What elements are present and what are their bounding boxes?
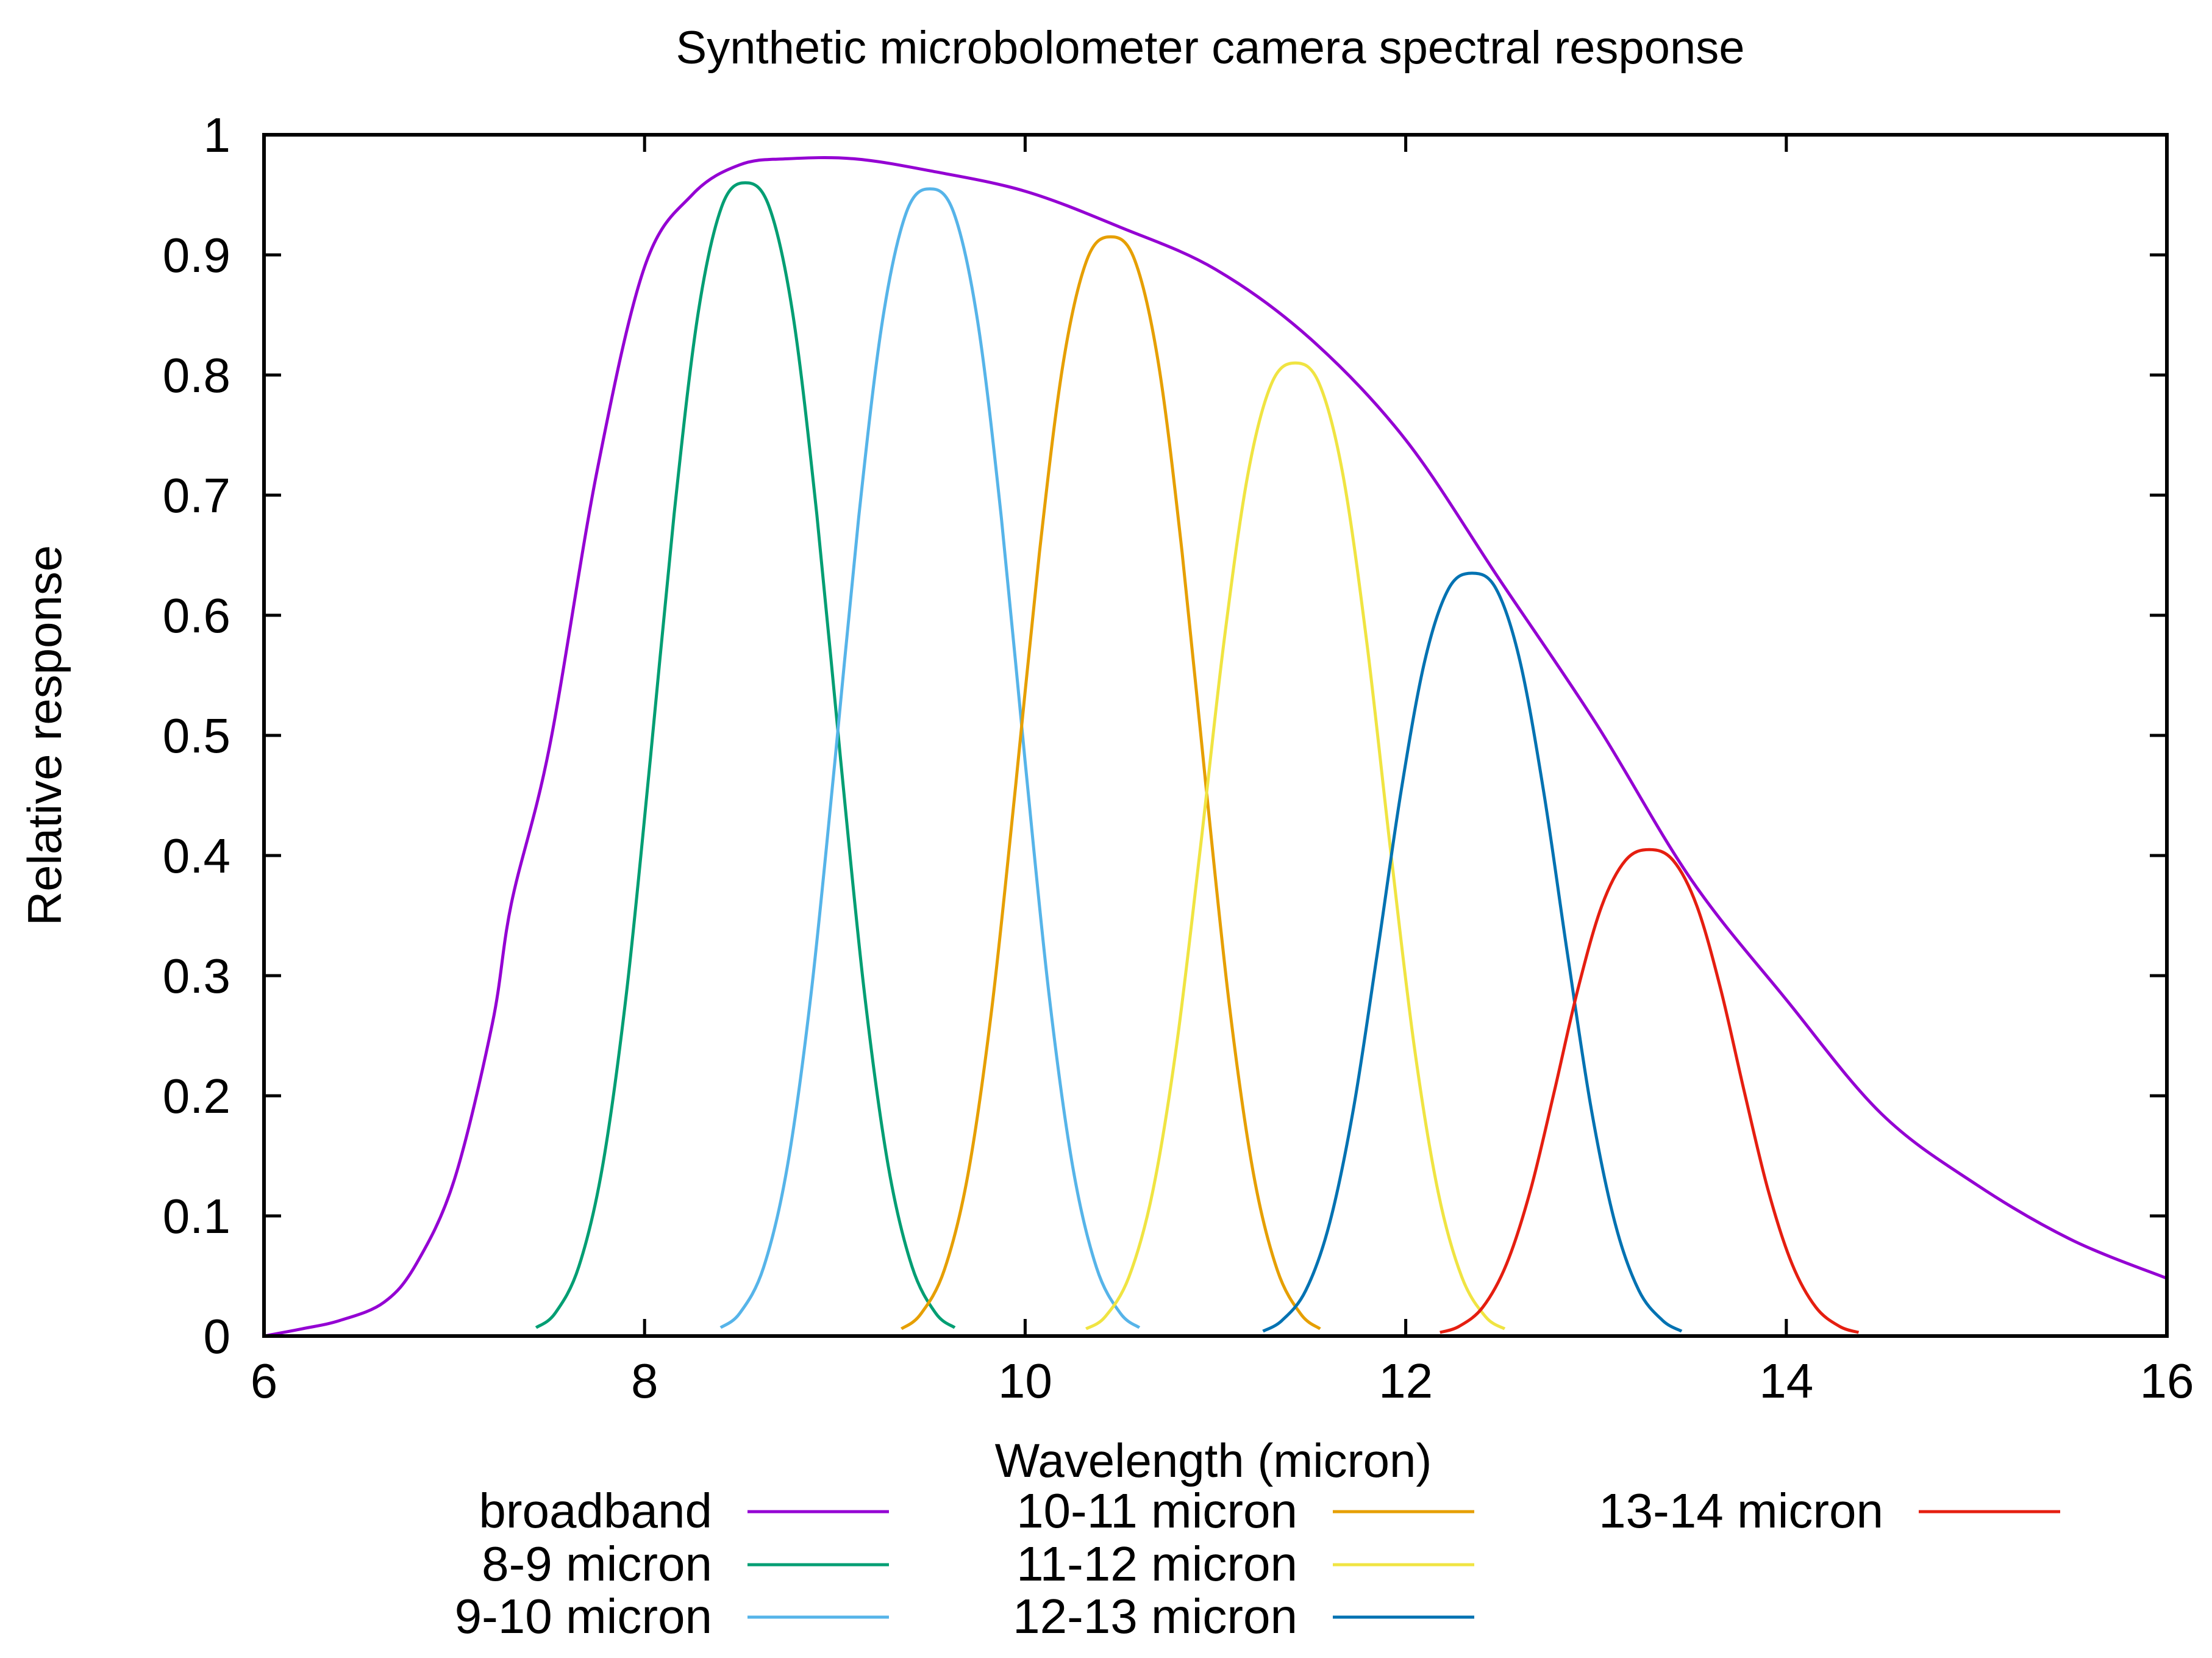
x-tick-label: 16	[2140, 1354, 2194, 1408]
y-tick-label: 0.3	[163, 949, 230, 1003]
series-line-9-10-micron	[719, 187, 1141, 1329]
x-tick-label: 8	[631, 1354, 658, 1408]
legend-label-8-9-micron: 8-9 micron	[482, 1537, 712, 1591]
legend-label-11-12-micron: 11-12 micron	[1016, 1537, 1297, 1591]
x-axis-label: Wavelength (micron)	[995, 1434, 1432, 1487]
y-tick-label: 0.2	[163, 1069, 230, 1123]
y-tick-label: 0	[204, 1309, 231, 1363]
x-tick-label: 10	[998, 1354, 1052, 1408]
x-tick-label: 14	[1759, 1354, 1813, 1408]
series-line-broadband	[263, 156, 2167, 1338]
legend-label-12-13-micron: 12-13 micron	[1013, 1589, 1297, 1643]
axis-ticks: 6 8 10 12 14 16 0 0.1 0.2 0.3 0.4 0.5 0.6 0.7 0.8 0.9 1	[163, 108, 2194, 1408]
y-tick-label: 0.9	[163, 228, 230, 282]
legend-label-broadband: broadband	[479, 1484, 712, 1538]
y-tick-label: 0.5	[163, 709, 230, 763]
series-line-8-9-micron	[535, 181, 956, 1329]
y-tick-label: 1	[204, 108, 231, 162]
y-tick-label: 0.7	[163, 468, 230, 523]
x-tick-label: 12	[1379, 1354, 1433, 1408]
x-tick-label: 6	[251, 1354, 278, 1408]
legend-label-9-10-micron: 9-10 micron	[455, 1589, 712, 1643]
series-line-13-14-micron	[1440, 848, 1860, 1334]
series-line-12-13-micron	[1262, 571, 1683, 1333]
y-axis-label: Relative response	[18, 545, 71, 926]
legend-label-13-14-micron: 13-14 micron	[1599, 1484, 1883, 1538]
legend-label-10-11-micron: 10-11 micron	[1016, 1484, 1297, 1538]
y-tick-label: 0.8	[163, 348, 230, 402]
series-line-11-12-micron	[1085, 361, 1506, 1331]
series-line-10-11-micron	[900, 235, 1321, 1331]
plot-series	[263, 156, 2167, 1338]
y-tick-label: 0.1	[163, 1189, 230, 1243]
y-tick-label: 0.4	[163, 829, 230, 883]
plot-border	[262, 133, 2169, 1338]
chart-title: Synthetic microbolometer camera spectral…	[676, 22, 1745, 74]
y-tick-label: 0.6	[163, 588, 230, 643]
